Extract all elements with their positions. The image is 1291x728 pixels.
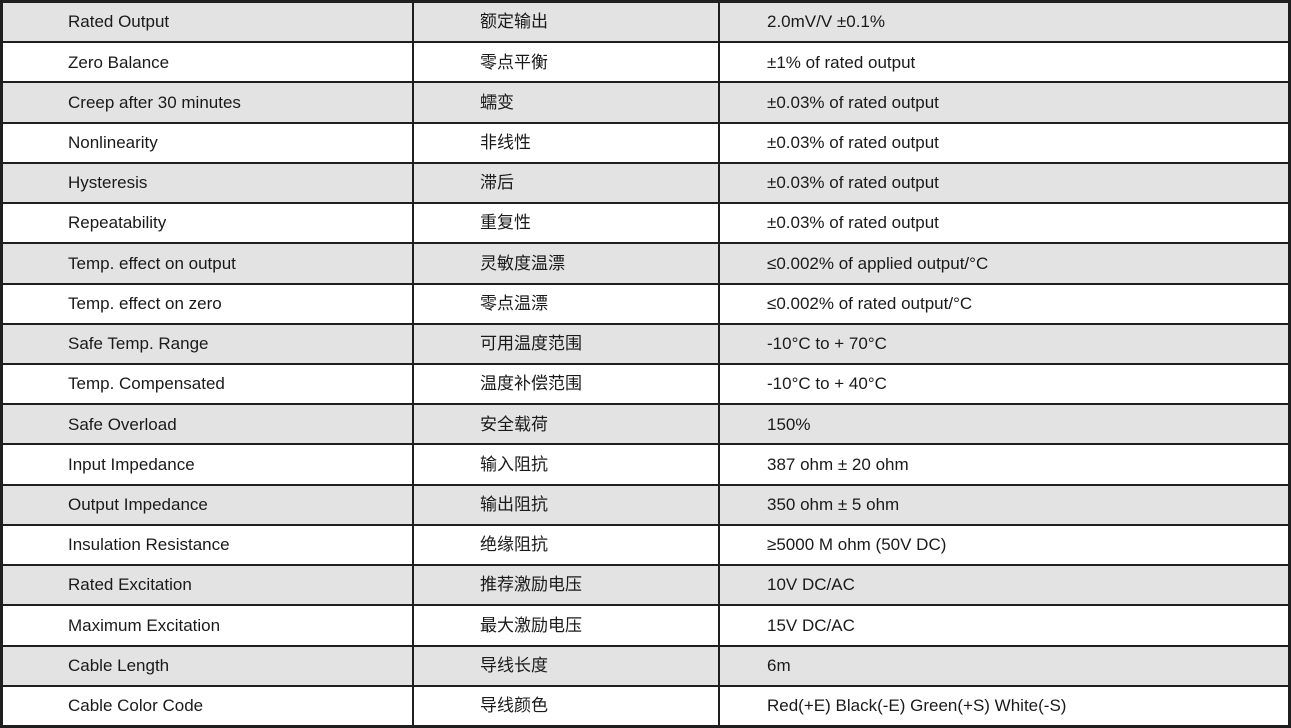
table-row: Nonlinearity 非线性 ±0.03% of rated output: [3, 123, 1288, 164]
spec-name-zh: 输入阻抗: [414, 445, 720, 484]
spec-value: 15V DC/AC: [767, 615, 855, 635]
table-row: Rated Output 额定输出 2.0mV/V ±0.1%: [3, 3, 1288, 44]
table-row: Creep after 30 minutes 蠕变 ±0.03% of rate…: [3, 83, 1288, 124]
spec-name-zh: 非线性: [414, 123, 720, 162]
spec-name-zh: 推荐激励电压: [414, 566, 720, 605]
spec-name-en: Temp. Compensated: [3, 364, 414, 404]
spec-name-zh: 导线长度: [414, 646, 720, 685]
table-row: Temp. Compensated 温度补偿范围 -10°C to + 40°C: [3, 364, 1288, 406]
spec-name-zh: 零点温漂: [414, 284, 720, 323]
spec-name-en: Cable Color Code: [3, 686, 414, 725]
spec-value: ≤0.002% of applied output/°C: [767, 253, 989, 273]
table-row: Temp. effect on zero 零点温漂 ≤0.002% of rat…: [3, 284, 1288, 325]
spec-name-en: Temp. effect on zero: [3, 284, 414, 323]
spec-name-en: Hysteresis: [3, 163, 414, 203]
table-row: Hysteresis 滞后 ±0.03% of rated output: [3, 163, 1288, 205]
table-row: Output Impedance 输出阻抗 350 ohm ± 5 ohm: [3, 485, 1288, 526]
spec-name-zh: 绝缘阻抗: [414, 525, 720, 565]
spec-name-en: Input Impedance: [3, 445, 414, 484]
spec-name-en: Temp. effect on output: [3, 244, 414, 283]
spec-name-en: Repeatability: [3, 204, 414, 243]
table-row: Cable Length 导线长度 6m: [3, 646, 1288, 687]
spec-name-zh: 蠕变: [414, 83, 720, 122]
spec-value: ±0.03% of rated output: [767, 173, 939, 193]
spec-name-zh: 安全载荷: [414, 405, 720, 444]
spec-value: ≥5000 M ohm (50V DC): [767, 535, 947, 555]
spec-name-zh: 零点平衡: [414, 43, 720, 82]
spec-name-zh: 输出阻抗: [414, 485, 720, 524]
spec-value: ±0.03% of rated output: [767, 132, 939, 152]
table-row: Safe Temp. Range 可用温度范围 -10°C to + 70°C: [3, 324, 1288, 365]
table-row: Rated Excitation 推荐激励电压 10V DC/AC: [3, 566, 1288, 607]
table-row: Cable Color Code 导线颜色 Red(+E) Black(-E) …: [3, 686, 1288, 725]
spec-name-zh: 重复性: [414, 204, 720, 243]
spec-name-en: Rated Excitation: [3, 566, 414, 605]
spec-name-zh: 导线颜色: [414, 686, 720, 725]
spec-value: Red(+E) Black(-E) Green(+S) White(-S): [767, 696, 1067, 716]
spec-name-en: Zero Balance: [3, 43, 414, 82]
spec-name-zh: 滞后: [414, 163, 720, 203]
table-row: Temp. effect on output 灵敏度温漂 ≤0.002% of …: [3, 244, 1288, 285]
spec-name-en: Output Impedance: [3, 485, 414, 524]
spec-value: 2.0mV/V ±0.1%: [767, 12, 885, 32]
table-row: Input Impedance 输入阻抗 387 ohm ± 20 ohm: [3, 445, 1288, 486]
spec-value: 350 ohm ± 5 ohm: [767, 494, 900, 514]
spec-name-zh: 灵敏度温漂: [414, 244, 720, 283]
table-row: Zero Balance 零点平衡 ±1% of rated output: [3, 43, 1288, 84]
spec-value: ≤0.002% of rated output/°C: [767, 293, 973, 313]
spec-value: 387 ohm ± 20 ohm: [767, 454, 909, 474]
spec-name-en: Safe Overload: [3, 405, 414, 444]
spec-name-en: Creep after 30 minutes: [3, 83, 414, 122]
table-row: Insulation Resistance 绝缘阻抗 ≥5000 M ohm (…: [3, 525, 1288, 567]
spec-name-en: Nonlinearity: [3, 123, 414, 162]
spec-name-zh: 温度补偿范围: [414, 364, 720, 404]
spec-name-zh: 最大激励电压: [414, 606, 720, 645]
spec-value: 150%: [767, 414, 811, 434]
spec-name-en: Safe Temp. Range: [3, 324, 414, 363]
spec-value: 6m: [767, 655, 791, 675]
spec-value: ±0.03% of rated output: [767, 213, 939, 233]
table-row: Maximum Excitation 最大激励电压 15V DC/AC: [3, 606, 1288, 647]
spec-name-zh: 可用温度范围: [414, 324, 720, 363]
spec-value: 10V DC/AC: [767, 575, 855, 595]
spec-value: ±1% of rated output: [767, 52, 916, 72]
spec-value: ±0.03% of rated output: [767, 92, 939, 112]
table-row: Safe Overload 安全载荷 150%: [3, 405, 1288, 446]
spec-name-en: Rated Output: [3, 3, 414, 42]
spec-name-zh: 额定输出: [414, 3, 720, 42]
spec-value: -10°C to + 40°C: [767, 374, 887, 394]
spec-value: -10°C to + 70°C: [767, 334, 887, 354]
spec-name-en: Insulation Resistance: [3, 525, 414, 565]
spec-name-en: Cable Length: [3, 646, 414, 685]
table-row: Repeatability 重复性 ±0.03% of rated output: [3, 204, 1288, 245]
spec-name-en: Maximum Excitation: [3, 606, 414, 645]
